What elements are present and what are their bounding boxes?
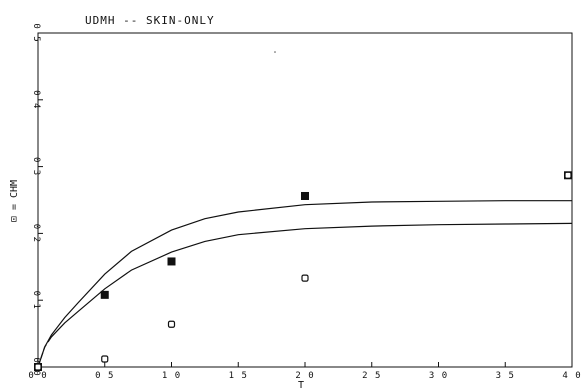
x-tick-label: 3 5 [496, 371, 515, 381]
x-tick-label: 0 5 [95, 371, 114, 381]
x-axis-label: T [298, 380, 304, 390]
x-tick-label: 1 0 [162, 371, 181, 381]
curves [37, 200, 573, 368]
y-tick-label: 0 4 [31, 90, 41, 109]
x-tick-label: 2 0 [295, 371, 314, 381]
open-point [301, 274, 309, 282]
points [34, 171, 572, 371]
y-tick-label: 0 1 [31, 291, 41, 310]
stray-dot [274, 51, 276, 53]
x-tick-label: 4 0 [562, 371, 581, 381]
filled-point [167, 257, 176, 266]
y-tick-label: 0 5 [31, 23, 41, 42]
x-tick-label: 2 5 [362, 371, 381, 381]
plot-frame [37, 32, 573, 368]
filled-point [100, 290, 109, 299]
y-axis-label: ⊡ = CHM [9, 180, 20, 222]
fit-curve-1 [37, 200, 572, 368]
x-tick-label: 0 0 [28, 371, 47, 381]
open-point [101, 355, 109, 363]
x-tick-label: 3 0 [429, 371, 448, 381]
open-point [564, 171, 572, 179]
chart-title: UDMH -- SKIN-ONLY [85, 14, 215, 27]
filled-point [301, 191, 309, 200]
x-tick-label: 1 5 [229, 371, 248, 381]
y-tick-label: 0 3 [31, 157, 41, 176]
open-point [34, 363, 42, 371]
open-point [167, 320, 176, 328]
fit-curve-2 [37, 222, 573, 368]
y-tick-label: 0 2 [31, 224, 41, 243]
